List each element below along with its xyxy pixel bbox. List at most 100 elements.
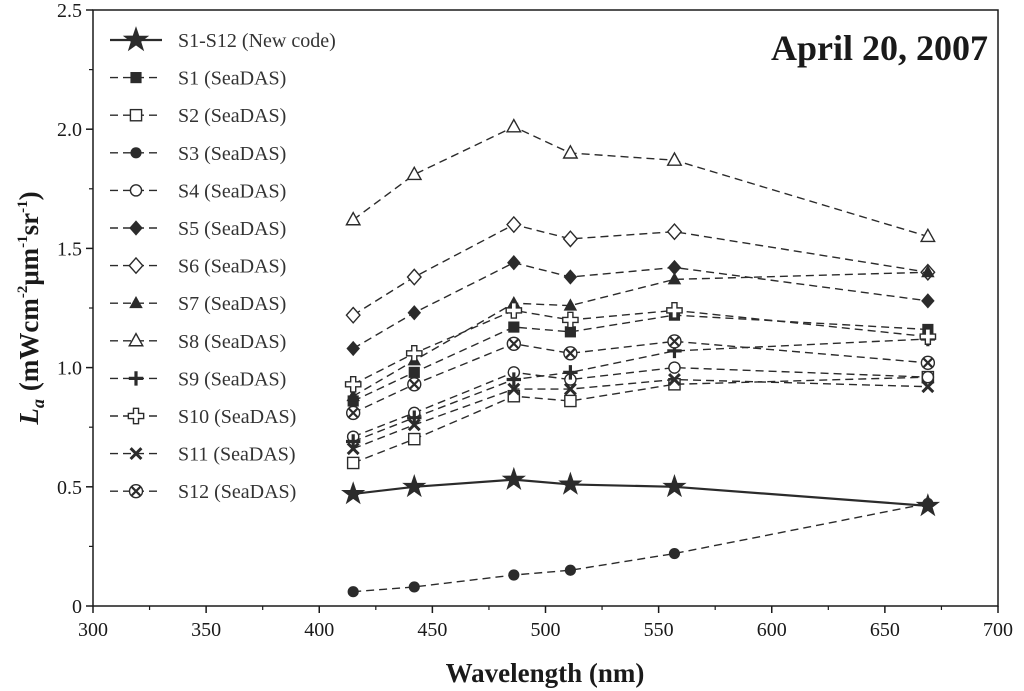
data-point: [405, 344, 423, 362]
legend-label: S6 (SeaDAS): [178, 256, 286, 278]
data-point: [346, 456, 360, 470]
legend-marker: [129, 447, 143, 461]
x-tick-label: 450: [417, 619, 447, 641]
data-point: [921, 380, 935, 394]
data-point: [346, 405, 361, 421]
legend-label: S11 (SeaDAS): [178, 444, 296, 466]
legend-marker: [129, 296, 143, 309]
data-point: [345, 434, 361, 449]
data-point: [407, 410, 422, 425]
y-axis-subscript: a: [28, 399, 48, 408]
legend-item: S12 (SeaDAS): [110, 481, 296, 503]
data-point: [402, 474, 427, 498]
legend-label: S4 (SeaDAS): [178, 180, 286, 202]
x-tick-label: 600: [757, 619, 787, 641]
series-line: [352, 340, 928, 414]
y-axis-unit-end: sr: [14, 213, 44, 236]
data-point: [667, 272, 682, 285]
series-line: [352, 309, 928, 385]
data-point: [563, 365, 578, 380]
legend-label: S7 (SeaDAS): [178, 293, 286, 315]
legend-marker: [130, 72, 142, 84]
data-point: [346, 442, 360, 456]
data-point: [562, 311, 579, 329]
data-point: [558, 471, 583, 495]
data-point: [564, 394, 577, 408]
data-point: [501, 466, 526, 490]
data-point: [922, 497, 934, 510]
series-line: [352, 378, 928, 450]
chart-annotation: April 20, 2007: [771, 28, 988, 68]
series-1: [341, 466, 940, 517]
data-point: [347, 586, 359, 598]
data-point: [344, 375, 362, 393]
series-5: [346, 361, 935, 444]
legend-marker: [130, 147, 142, 159]
x-circle-cross: [669, 336, 680, 347]
data-point: [563, 269, 578, 285]
data-point: [667, 334, 682, 349]
legend-marker: [129, 220, 143, 236]
legend-item: S6 (SeaDAS): [110, 256, 286, 278]
y-axis-unit-sup3: -1: [15, 200, 31, 213]
data-point: [406, 165, 423, 181]
legend-marker: [128, 256, 144, 275]
legend-label: S12 (SeaDAS): [178, 481, 296, 503]
legend-label: S2 (SeaDAS): [178, 105, 286, 127]
data-point: [668, 361, 681, 374]
series-line: [352, 338, 928, 443]
legend: S1-S12 (New code) S1 (SeaDAS) S2 (SeaDAS) S…: [110, 26, 336, 503]
y-axis-symbol: L: [14, 408, 44, 426]
data-point: [667, 259, 682, 276]
legend-label: S3 (SeaDAS): [178, 143, 286, 165]
data-point: [408, 366, 420, 378]
data-point: [407, 377, 422, 392]
y-axis-unit-sup1: -2: [15, 286, 31, 299]
data-point: [919, 227, 936, 243]
legend-label: S10 (SeaDAS): [178, 406, 296, 428]
data-point: [505, 118, 522, 133]
x-tick-label: 550: [644, 619, 674, 641]
y-axis-unit: (mWcm: [14, 298, 44, 391]
data-point: [345, 306, 361, 324]
data-point: [563, 382, 577, 396]
y-tick-label: 2.0: [57, 119, 82, 141]
series-8: [346, 265, 935, 402]
series-12: [346, 373, 935, 456]
series-line: [352, 261, 928, 350]
series-layer: [341, 118, 940, 598]
y-tick-label: 0.5: [57, 477, 82, 499]
data-point: [506, 336, 522, 351]
legend-marker: [129, 184, 143, 197]
legend-label: S9 (SeaDAS): [178, 368, 286, 390]
x-tick-label: 700: [983, 619, 1013, 641]
series-3: [346, 370, 935, 470]
series-line: [352, 314, 928, 402]
x-circle-cross: [508, 338, 520, 350]
data-point: [666, 302, 683, 319]
y-axis-unit-mid: μm: [14, 247, 44, 285]
data-point: [341, 481, 366, 505]
legend-item: S4 (SeaDAS): [110, 180, 286, 202]
series-line: [352, 126, 929, 238]
axes: 300 350 400 450 500 550 600 650 700 0 0.5 1.0 1.5 2.0…: [57, 0, 1013, 641]
legend-marker: [128, 332, 144, 347]
legend-label: S1 (SeaDAS): [178, 68, 286, 90]
data-point: [562, 144, 579, 159]
series-7: [345, 215, 936, 324]
legend-item: S3 (SeaDAS): [110, 143, 286, 165]
x-tick-label: 350: [191, 619, 221, 641]
y-axis-unit-sup2: -1: [15, 235, 31, 248]
series-line: [353, 478, 928, 507]
series-4: [347, 497, 934, 598]
x-circle-cross: [130, 485, 142, 497]
y-axis-title: La(mWcm-2μm-1sr-1): [14, 191, 48, 425]
data-point: [407, 418, 421, 432]
data-point: [921, 370, 935, 384]
legend-item: S8 (SeaDAS): [110, 331, 286, 353]
legend-item: S5 (SeaDAS): [110, 218, 286, 240]
y-axis-unit-close: ): [14, 191, 44, 200]
legend-item: S7 (SeaDAS): [110, 293, 286, 315]
data-point: [662, 474, 687, 498]
x-circle-cross: [347, 407, 359, 419]
